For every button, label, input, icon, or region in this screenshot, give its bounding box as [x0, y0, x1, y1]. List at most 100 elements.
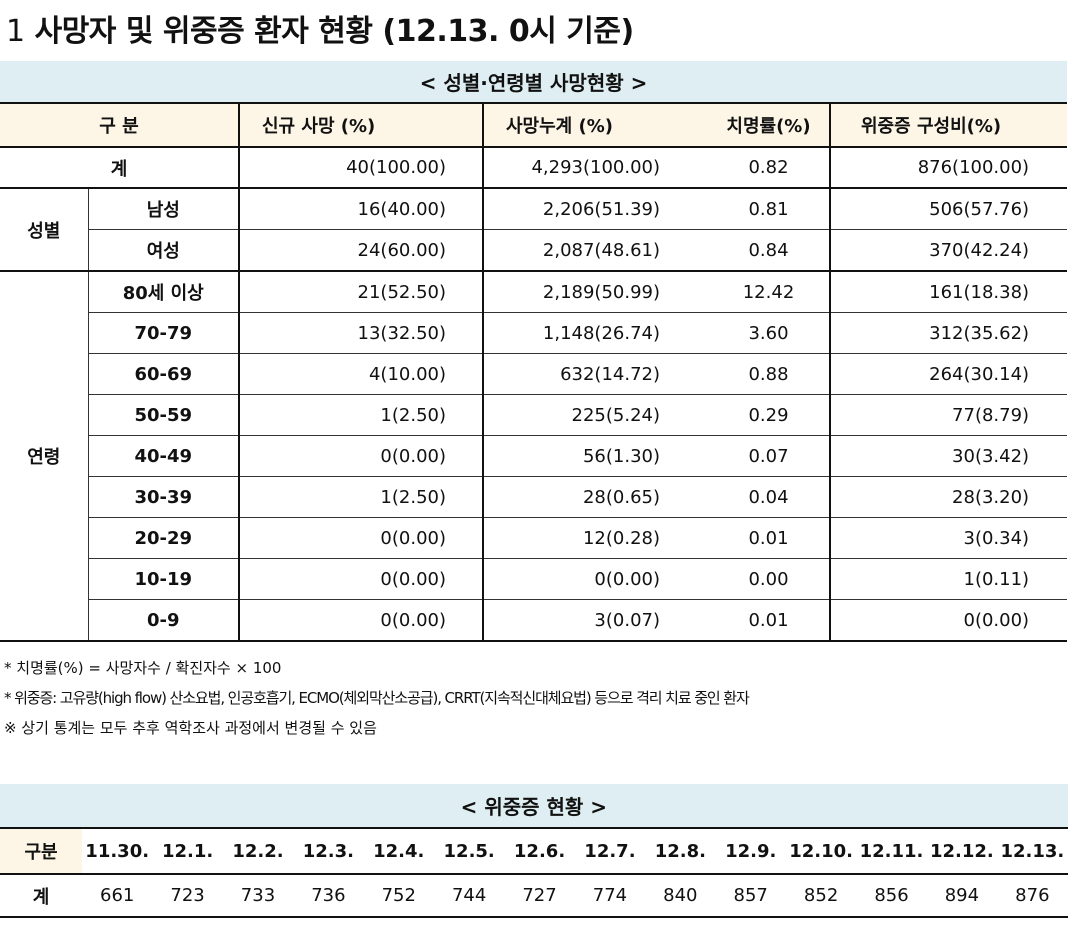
cell-new: 1(2.50)	[239, 476, 484, 518]
row-label: 60-69	[88, 353, 240, 395]
severe-count-cell: 744	[451, 885, 487, 906]
cell-fatality: 0.88	[708, 353, 831, 395]
title-text: 사망자 및 위중증 환자 현황 (12.13. 0시 기준)	[34, 14, 635, 49]
cell-fatality: 0.29	[708, 394, 831, 436]
row-label: 계	[0, 147, 240, 189]
date-header: 12.10.	[785, 827, 857, 875]
table-caption-row: < 위중증 현황 >	[0, 784, 1068, 828]
severe-count-cell: 856	[874, 885, 909, 906]
date-header-row: 구분 11.30. 12.1. 12.2. 12.3. 12.4. 12.5. 12.6. 1…	[0, 827, 1068, 875]
row-label: 50-59	[88, 394, 240, 436]
cell-new: 16(40.00)	[239, 187, 484, 230]
row-label: 30-39	[88, 476, 240, 518]
table-caption-row: < 성별·연령별 사망현황 >	[0, 61, 1068, 103]
cell-severe: 3(0.34)	[830, 517, 1068, 559]
total-row: 계 40(100.00) 4,293(100.00) 0.82 876(100.…	[0, 147, 1068, 189]
table-row: 연령 80세 이상 21(52.50) 2,189(50.99) 12.42 161(18…	[0, 270, 1068, 642]
severe-count-cell: 894	[944, 885, 980, 906]
cell-new: 40(100.00)	[239, 147, 484, 189]
date-header: 12.3.	[293, 827, 364, 875]
row-label: 40-49	[88, 435, 240, 477]
cell-cumulative: 2,189(50.99)	[483, 270, 708, 313]
cell-fatality: 0.00	[708, 558, 831, 600]
row-label: 남성	[88, 187, 240, 230]
date-header: 12.13.	[997, 827, 1068, 875]
cell-cumulative: 1,148(26.74)	[483, 312, 708, 354]
group-label: 연령	[0, 270, 89, 642]
header-cumulative: 사망누계 (%)	[483, 102, 708, 148]
row-label: 70-79	[88, 312, 240, 354]
row-label: 80세 이상	[88, 270, 240, 313]
cell-new: 0(0.00)	[239, 599, 484, 642]
cell-fatality: 0.07	[708, 435, 831, 477]
date-header: 12.4.	[363, 827, 434, 875]
cell-severe: 1(0.11)	[830, 558, 1068, 600]
cell-cumulative: 28(0.65)	[483, 476, 708, 518]
note-fatality-definition: * 치명률(%) = 사망자수 / 확진자수 × 100	[4, 659, 282, 677]
death-table-caption: < 성별·연령별 사망현황 >	[0, 61, 1068, 103]
table-row: 0-9 0(0.00) 3(0.07) 0.01 0(0.00)	[0, 599, 1068, 642]
cell-new: 0(0.00)	[239, 558, 484, 600]
cell-cumulative: 3(0.07)	[483, 599, 708, 642]
cell-severe: 264(30.14)	[830, 353, 1068, 395]
header-category: 구 분	[0, 102, 240, 148]
severe-count-cell: 727	[522, 885, 557, 906]
date-header: 11.30.	[82, 827, 153, 875]
table-row: 성별 남성 16(40.00) 2,206(51.39) 0.81 506(57.76)	[0, 187, 1068, 272]
severe-count-cell: 774	[592, 885, 628, 906]
date-header: 12.7.	[574, 827, 646, 875]
header-severe: 위중증 구성비(%)	[830, 102, 1068, 148]
table-row: 60-69 4(10.00) 632(14.72) 0.88 264(30.14)	[0, 353, 1068, 395]
cell-cumulative: 4,293(100.00)	[483, 147, 708, 189]
cell-new: 4(10.00)	[239, 353, 484, 395]
cell-new: 13(32.50)	[239, 312, 484, 354]
cell-severe: 0(0.00)	[830, 599, 1068, 642]
age-rows: 연령 80세 이상 21(52.50) 2,189(50.99) 12.42 161(18…	[0, 270, 1068, 642]
note-severe-definition: * 위중증: 고유량(high flow) 산소요법, 인공호흡기, ECMO(…	[4, 689, 750, 707]
severe-count-row: 계 661 723 733 736 752 744 727 774 840 857 852 856 89…	[0, 874, 1068, 917]
cell-fatality: 0.82	[708, 147, 831, 189]
severe-count-cell: 857	[733, 885, 768, 906]
severe-count-cell: 852	[803, 885, 839, 906]
cell-fatality: 0.01	[708, 517, 831, 559]
date-header: 12.12.	[926, 827, 998, 875]
row-label: 20-29	[88, 517, 240, 559]
page-title: 1 사망자 및 위중증 환자 현황 (12.13. 0시 기준)	[6, 8, 634, 56]
cell-cumulative: 0(0.00)	[483, 558, 708, 600]
date-header: 12.8.	[645, 827, 716, 875]
cell-fatality: 3.60	[708, 312, 831, 354]
row-label: 여성	[88, 229, 240, 272]
severe-count-cell: 876	[1015, 885, 1050, 906]
cell-cumulative: 12(0.28)	[483, 517, 708, 559]
cell-fatality: 0.04	[708, 476, 831, 518]
row-label: 계	[32, 886, 50, 908]
header-fatality: 치명률(%)	[708, 102, 831, 148]
cell-fatality: 0.81	[708, 187, 831, 230]
group-label: 성별	[0, 187, 89, 272]
cell-severe: 77(8.79)	[830, 394, 1068, 436]
table-row: 10-19 0(0.00) 0(0.00) 0.00 1(0.11)	[0, 558, 1068, 600]
severe-count-cell: 752	[381, 885, 416, 906]
cell-cumulative: 2,206(51.39)	[483, 187, 708, 230]
header-new-deaths: 신규 사망 (%)	[239, 102, 484, 148]
cell-severe: 370(42.24)	[830, 229, 1068, 272]
cell-cumulative: 225(5.24)	[483, 394, 708, 436]
cell-new: 0(0.00)	[239, 517, 484, 559]
cell-new: 0(0.00)	[239, 435, 484, 477]
table-row: 30-39 1(2.50) 28(0.65) 0.04 28(3.20)	[0, 476, 1068, 518]
date-header: 12.1.	[152, 827, 223, 875]
severe-count-cell: 736	[311, 885, 346, 906]
cell-severe: 506(57.76)	[830, 187, 1068, 230]
cell-severe: 28(3.20)	[830, 476, 1068, 518]
title-number: 1	[6, 14, 25, 49]
date-header: 12.11.	[856, 827, 927, 875]
cell-severe: 312(35.62)	[830, 312, 1068, 354]
table-row: 여성 24(60.00) 2,087(48.61) 0.84 370(42.24)	[0, 229, 1068, 272]
row-header: 구분	[0, 827, 82, 875]
cell-new: 21(52.50)	[239, 270, 484, 313]
date-header: 12.2.	[222, 827, 294, 875]
cell-severe: 876(100.00)	[830, 147, 1068, 189]
cell-new: 1(2.50)	[239, 394, 484, 436]
cell-fatality: 12.42	[708, 270, 831, 313]
cell-cumulative: 632(14.72)	[483, 353, 708, 395]
